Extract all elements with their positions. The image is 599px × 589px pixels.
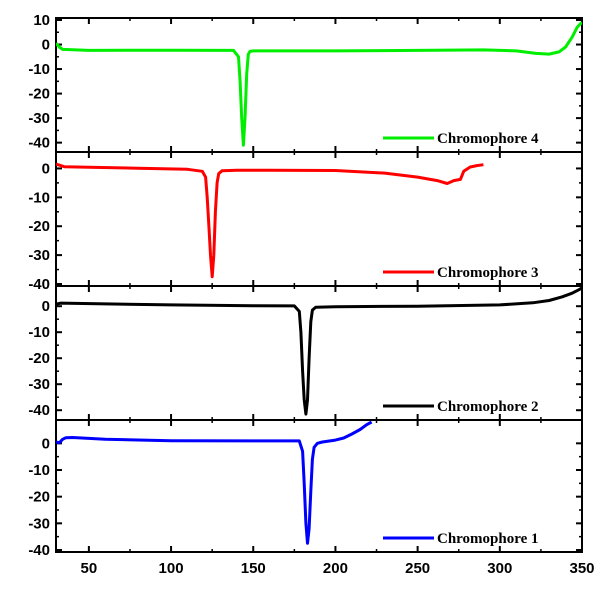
x-tick-label: 150 — [241, 560, 266, 577]
legend-label-chromophore-1: Chromophore 1 — [437, 531, 539, 547]
series-line-chromophore-4 — [56, 21, 582, 147]
y-tick-label-chromophore-1: 0 — [42, 435, 50, 452]
y-tick-label-chromophore-2: -30 — [28, 376, 50, 393]
y-tick-label-chromophore-2: -10 — [28, 324, 50, 341]
y-tick-label-chromophore-2: 0 — [42, 298, 50, 315]
legend-label-chromophore-4: Chromophore 4 — [437, 131, 539, 147]
y-tick-label-chromophore-1: -30 — [28, 515, 50, 532]
x-tick-label: 50 — [81, 560, 98, 577]
y-tick-label-chromophore-3: -40 — [28, 276, 50, 293]
series-line-chromophore-1 — [56, 420, 373, 545]
y-tick-label-chromophore-3: -10 — [28, 189, 50, 206]
y-tick-label-chromophore-4: 10 — [33, 12, 50, 29]
y-tick-label-chromophore-3: 0 — [42, 160, 50, 177]
legend-label-chromophore-3: Chromophore 3 — [437, 265, 539, 281]
y-tick-label-chromophore-1: -40 — [28, 542, 50, 559]
x-tick-label: 300 — [487, 560, 512, 577]
y-tick-label-chromophore-3: -30 — [28, 247, 50, 264]
series-line-chromophore-3 — [56, 162, 484, 279]
y-tick-label-chromophore-4: -20 — [28, 86, 50, 103]
x-tick-label: 100 — [159, 560, 184, 577]
x-tick-label: 200 — [323, 560, 348, 577]
y-tick-label-chromophore-3: -20 — [28, 218, 50, 235]
y-tick-label-chromophore-2: -20 — [28, 350, 50, 367]
y-tick-label-chromophore-4: -30 — [28, 110, 50, 127]
y-tick-label-chromophore-1: -20 — [28, 489, 50, 506]
y-tick-label-chromophore-4: 0 — [42, 37, 50, 54]
legend-label-chromophore-2: Chromophore 2 — [437, 399, 539, 415]
x-tick-label: 250 — [405, 560, 430, 577]
y-tick-label-chromophore-4: -10 — [28, 61, 50, 78]
series-line-chromophore-2 — [56, 286, 582, 416]
y-tick-label-chromophore-1: -10 — [28, 462, 50, 479]
y-tick-label-chromophore-2: -40 — [28, 402, 50, 419]
y-tick-label-chromophore-4: -40 — [28, 135, 50, 152]
panel-frame-chromophore-1 — [55, 419, 583, 553]
x-tick-label: 350 — [569, 560, 594, 577]
